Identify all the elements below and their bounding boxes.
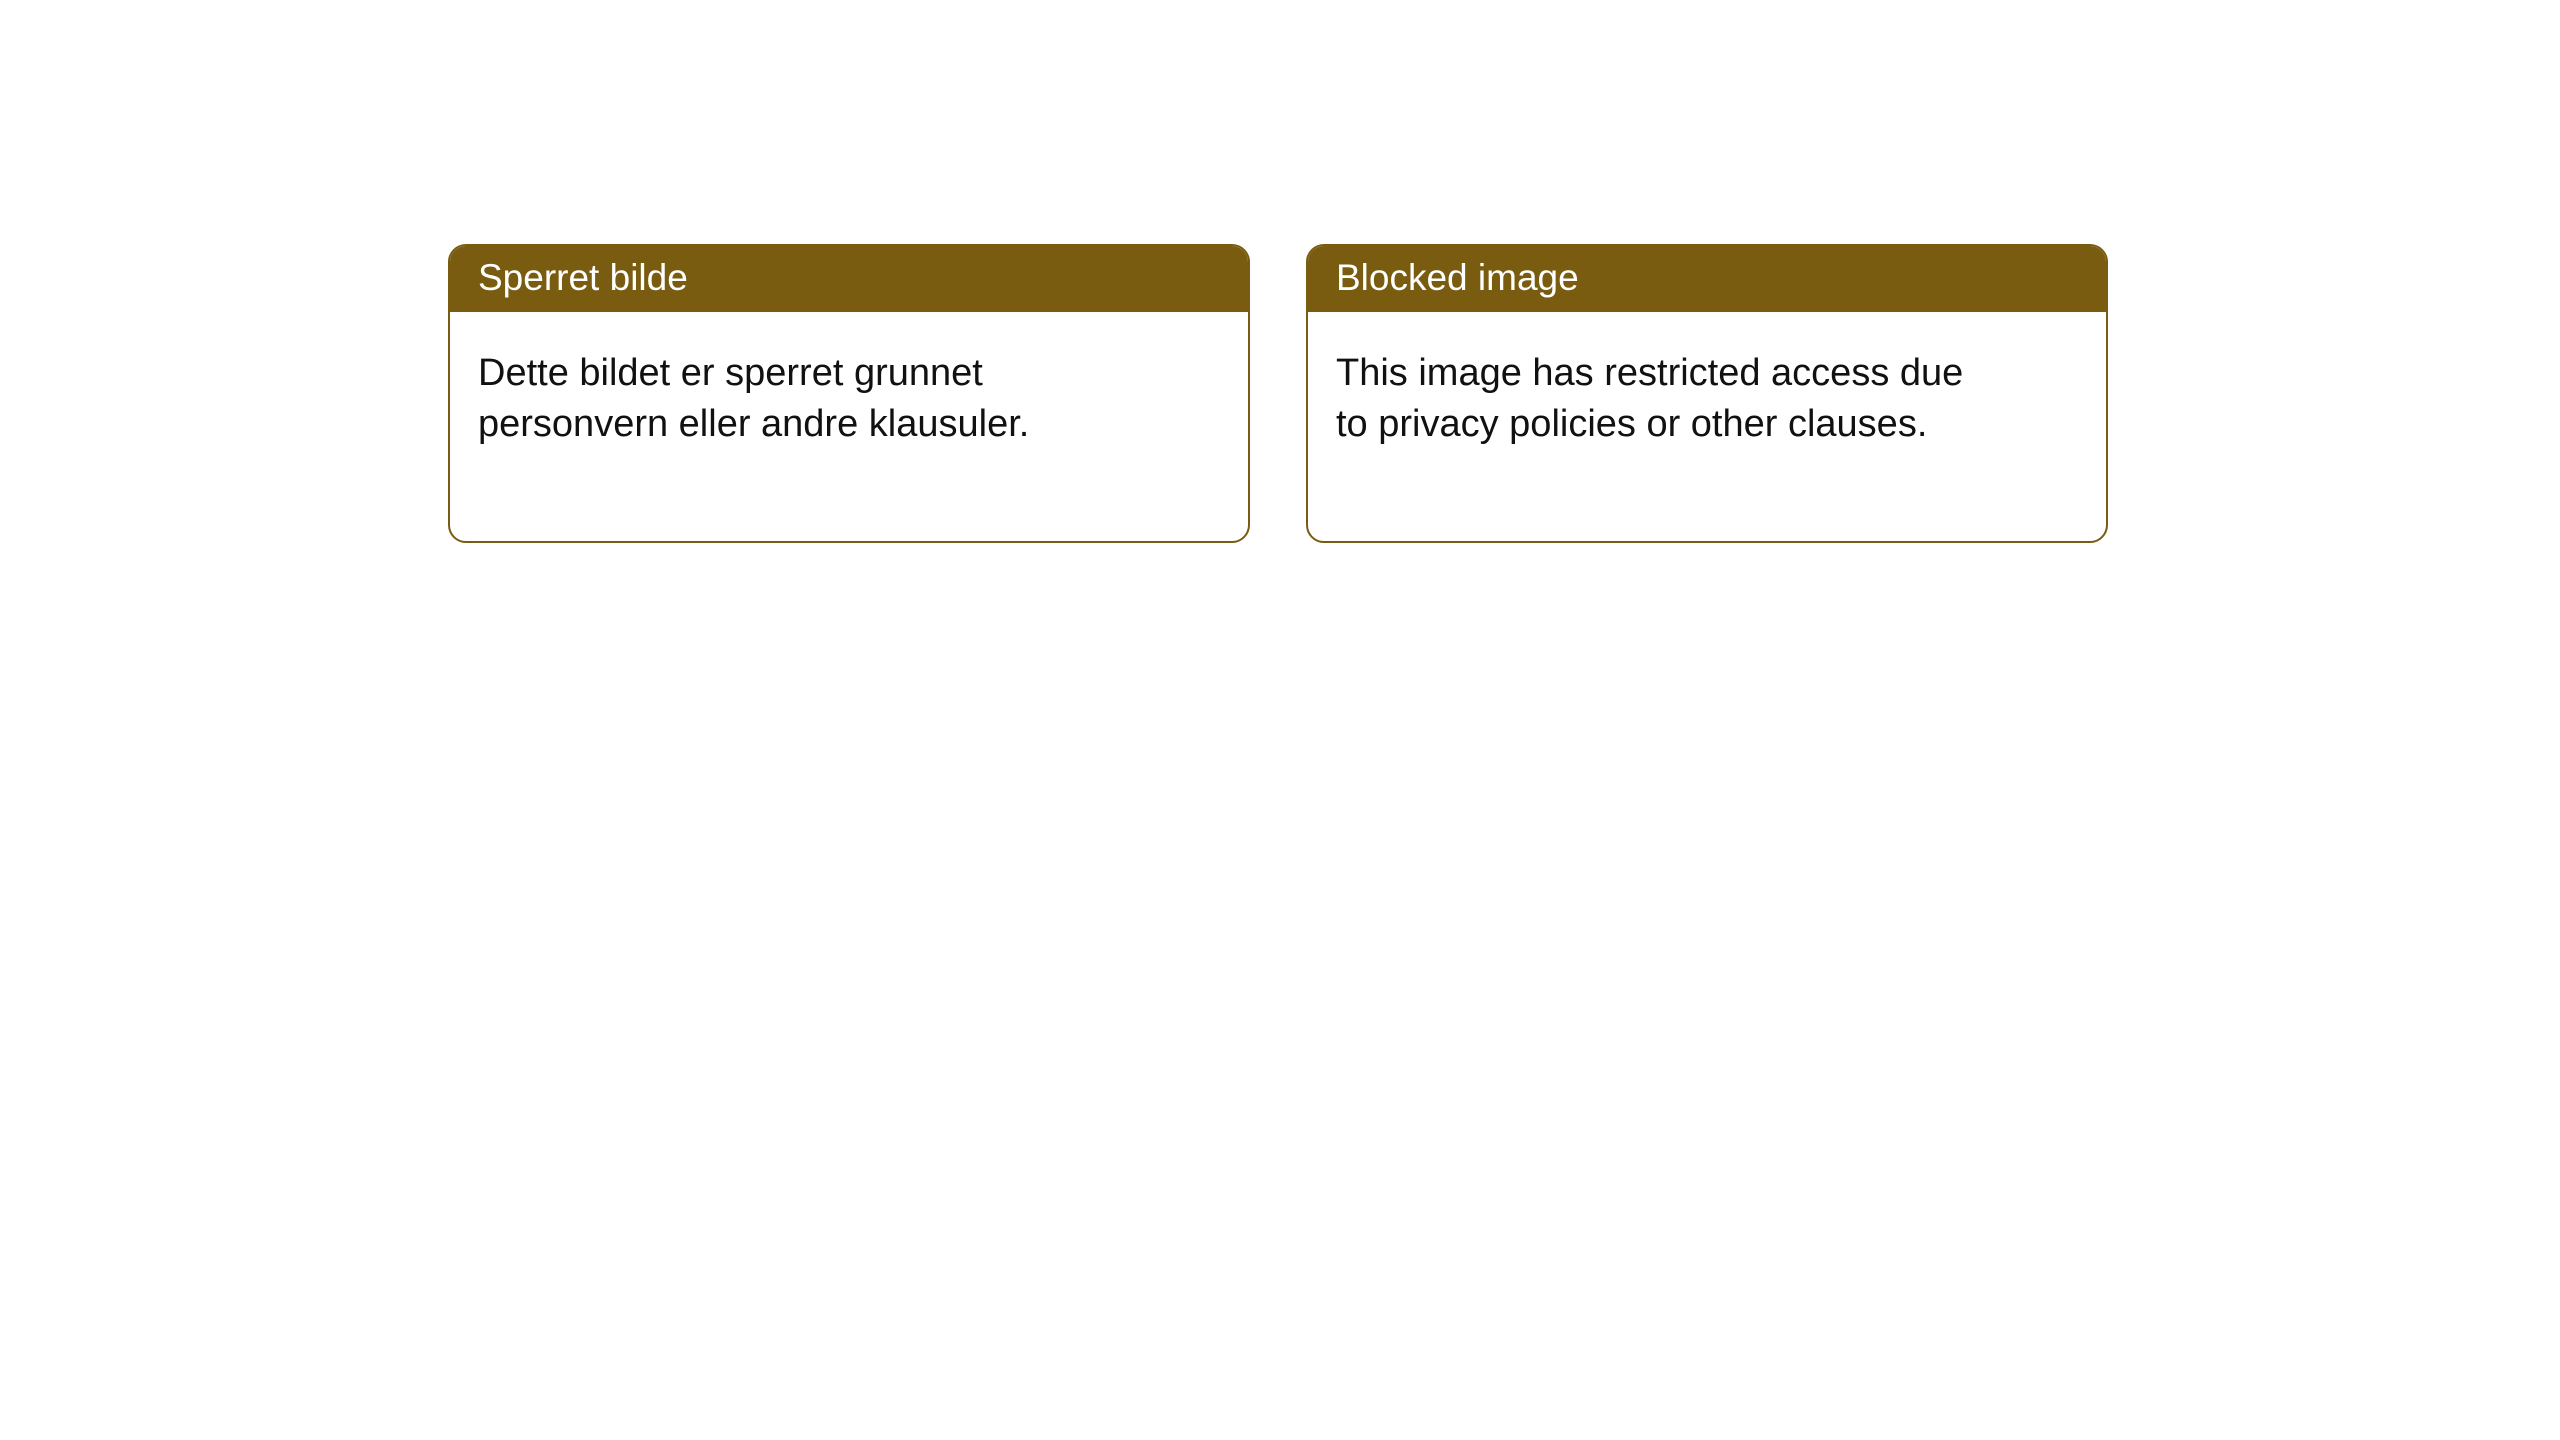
notice-container: Sperret bilde Dette bildet er sperret gr… xyxy=(0,0,2560,543)
notice-body: Dette bildet er sperret grunnet personve… xyxy=(450,312,1248,541)
notice-header: Blocked image xyxy=(1308,246,2106,312)
notice-body: This image has restricted access due to … xyxy=(1308,312,2106,541)
notice-text: Dette bildet er sperret grunnet personve… xyxy=(478,348,1128,451)
notice-card-english: Blocked image This image has restricted … xyxy=(1306,244,2108,543)
notice-card-norwegian: Sperret bilde Dette bildet er sperret gr… xyxy=(448,244,1250,543)
notice-text: This image has restricted access due to … xyxy=(1336,348,1986,451)
notice-header: Sperret bilde xyxy=(450,246,1248,312)
